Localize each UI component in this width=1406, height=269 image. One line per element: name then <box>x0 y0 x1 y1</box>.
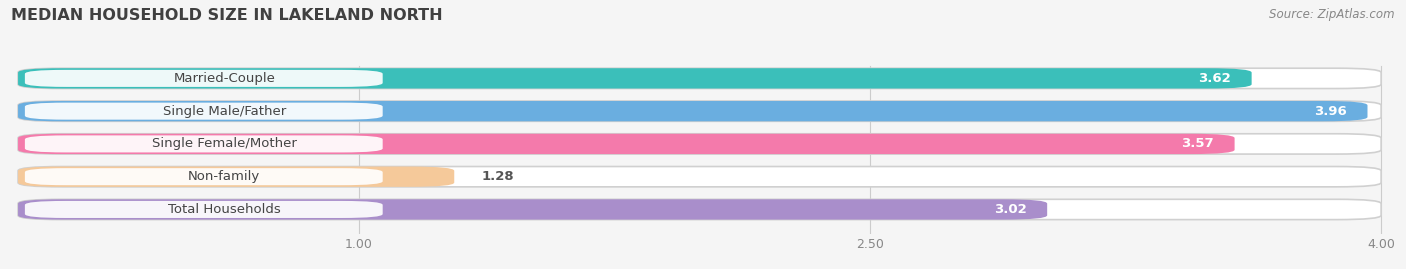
FancyBboxPatch shape <box>25 168 382 185</box>
FancyBboxPatch shape <box>25 103 382 120</box>
FancyBboxPatch shape <box>18 199 1381 220</box>
FancyBboxPatch shape <box>18 167 1381 187</box>
Text: 3.96: 3.96 <box>1315 105 1347 118</box>
FancyBboxPatch shape <box>18 199 1047 220</box>
FancyBboxPatch shape <box>18 101 1381 121</box>
FancyBboxPatch shape <box>18 134 1234 154</box>
Text: Single Male/Father: Single Male/Father <box>163 105 285 118</box>
FancyBboxPatch shape <box>25 201 382 218</box>
FancyBboxPatch shape <box>18 68 1251 89</box>
FancyBboxPatch shape <box>18 167 454 187</box>
FancyBboxPatch shape <box>18 101 1368 121</box>
Text: Single Female/Mother: Single Female/Mother <box>152 137 297 150</box>
Text: 3.57: 3.57 <box>1181 137 1215 150</box>
Text: Married-Couple: Married-Couple <box>173 72 276 85</box>
Text: 3.02: 3.02 <box>994 203 1026 216</box>
Text: Source: ZipAtlas.com: Source: ZipAtlas.com <box>1270 8 1395 21</box>
Text: 1.28: 1.28 <box>481 170 515 183</box>
Text: Non-family: Non-family <box>188 170 260 183</box>
FancyBboxPatch shape <box>25 70 382 87</box>
FancyBboxPatch shape <box>18 68 1381 89</box>
Text: MEDIAN HOUSEHOLD SIZE IN LAKELAND NORTH: MEDIAN HOUSEHOLD SIZE IN LAKELAND NORTH <box>11 8 443 23</box>
Text: 3.62: 3.62 <box>1198 72 1232 85</box>
FancyBboxPatch shape <box>25 135 382 153</box>
Text: Total Households: Total Households <box>167 203 281 216</box>
FancyBboxPatch shape <box>18 134 1381 154</box>
